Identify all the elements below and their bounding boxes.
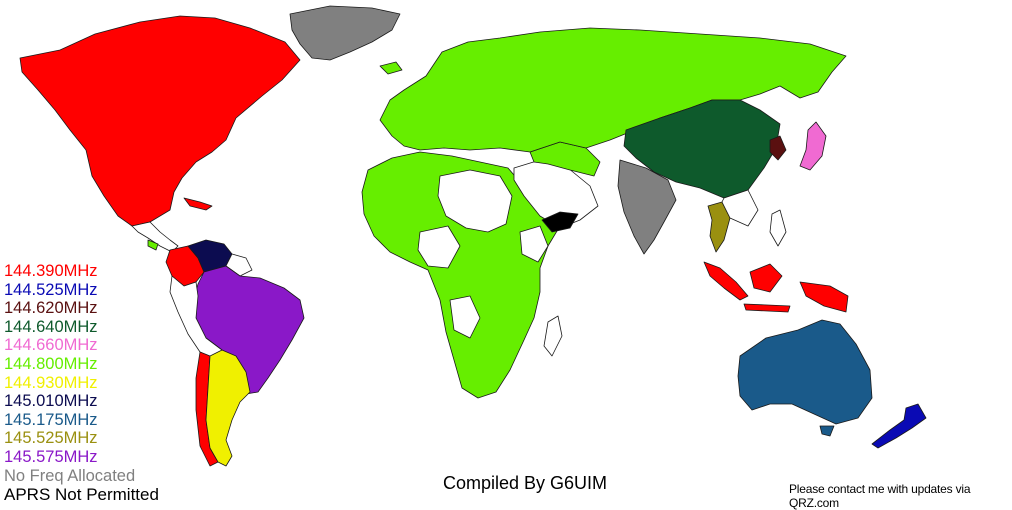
legend-item-145-175: 145.175MHz <box>4 410 98 429</box>
region-argentina <box>205 349 251 467</box>
region-indochina <box>721 189 759 227</box>
legend-item-144-525: 144.525MHz <box>4 280 98 299</box>
region-africa <box>361 151 561 399</box>
frequency-legend: 144.390MHz 144.525MHz 144.620MHz 144.640… <box>4 262 159 505</box>
region-costa-rica <box>147 239 159 251</box>
legend-item-144-620: 144.620MHz <box>4 299 98 318</box>
region-korea <box>769 135 787 161</box>
region-australia <box>737 319 873 425</box>
region-new-zealand <box>871 403 927 449</box>
region-africa-sahara <box>437 169 513 233</box>
region-iceland <box>379 61 403 75</box>
region-north-america <box>19 15 301 227</box>
region-borneo <box>749 263 783 293</box>
region-africa-horn <box>519 225 549 263</box>
region-africa-south <box>449 295 481 339</box>
region-tasmania <box>819 425 835 437</box>
region-yemen <box>541 211 579 233</box>
region-philippines <box>769 209 787 247</box>
legend-item-144-800: 144.800MHz <box>4 354 98 373</box>
region-japan <box>799 121 827 171</box>
legend-item-144-390: 144.390MHz <box>4 262 98 280</box>
region-madagascar <box>543 315 563 357</box>
legend-item-145-575: 145.575MHz <box>4 447 98 466</box>
region-indonesia <box>703 261 749 301</box>
region-java <box>743 303 791 313</box>
region-eurasia <box>379 27 847 153</box>
legend-item-144-640: 144.640MHz <box>4 317 98 336</box>
region-india <box>617 159 677 255</box>
region-greenland <box>289 5 401 61</box>
region-china <box>623 99 781 199</box>
region-africa-centre <box>417 225 461 269</box>
legend-item-no-freq: No Freq Allocated <box>4 466 136 485</box>
legend-item-145-525: 145.525MHz <box>4 429 98 448</box>
contact-text: Please contact me with updates via QRZ.c… <box>789 482 971 510</box>
region-new-guinea <box>799 281 849 313</box>
legend-item-144-930: 144.930MHz <box>4 373 98 392</box>
region-caribbean <box>183 197 213 211</box>
credit-text: Compiled By G6UIM <box>443 473 608 493</box>
legend-item-not-permitted: APRS Not Permitted <box>4 485 159 505</box>
legend-item-145-010: 145.010MHz <box>4 392 98 411</box>
legend-item-144-660: 144.660MHz <box>4 336 98 355</box>
